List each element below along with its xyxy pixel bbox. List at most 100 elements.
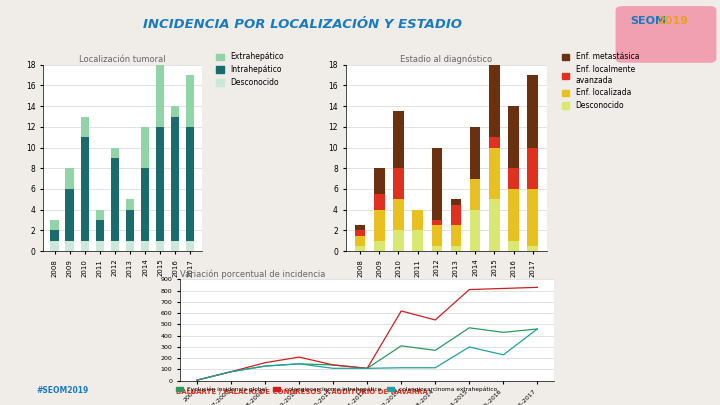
- colangiocarcinoma intrahepático: [397, 309, 405, 313]
- Bar: [171, 117, 179, 241]
- Bar: [156, 127, 164, 241]
- Bar: [451, 246, 462, 251]
- Bar: [355, 236, 365, 246]
- Text: Variación porcentual de incidencia: Variación porcentual de incidencia: [180, 269, 325, 279]
- Bar: [126, 210, 134, 241]
- colangiocarcinoma intrahepático: [533, 285, 541, 290]
- Bar: [126, 241, 134, 251]
- Bar: [96, 241, 104, 251]
- Bar: [528, 75, 538, 147]
- Bar: [66, 168, 73, 189]
- Bar: [528, 147, 538, 189]
- Bar: [470, 179, 480, 210]
- Bar: [431, 220, 442, 225]
- Bar: [66, 241, 73, 251]
- Bar: [141, 241, 149, 251]
- Bar: [470, 210, 480, 251]
- Bar: [50, 241, 59, 251]
- Bar: [156, 65, 164, 127]
- Evolución incidencia global: [533, 326, 541, 331]
- colangiocarcinoma intrahepático: [499, 286, 508, 291]
- Text: BALUARTE / PALACIO DE CONGRESOS Y AUDITORIO DE NAVARRA: BALUARTE / PALACIO DE CONGRESOS Y AUDITO…: [176, 389, 428, 395]
- Bar: [508, 189, 519, 241]
- colangiocarcinoma extrahepático: [431, 365, 440, 370]
- Bar: [171, 106, 179, 117]
- Bar: [66, 189, 73, 241]
- Bar: [111, 158, 119, 241]
- Bar: [355, 225, 365, 230]
- Bar: [431, 246, 442, 251]
- colangiocarcinoma extrahepático: [363, 366, 372, 371]
- Bar: [50, 230, 59, 241]
- Bar: [451, 205, 462, 225]
- Bar: [141, 127, 149, 168]
- Bar: [451, 225, 462, 246]
- colangiocarcinoma extrahepático: [193, 378, 202, 383]
- Bar: [393, 111, 404, 168]
- Evolución incidencia global: [329, 362, 338, 367]
- Bar: [156, 241, 164, 251]
- colangiocarcinoma intrahepático: [294, 355, 303, 360]
- Bar: [489, 65, 500, 137]
- Bar: [393, 230, 404, 251]
- Bar: [126, 199, 134, 210]
- Bar: [489, 137, 500, 147]
- Bar: [489, 147, 500, 199]
- colangiocarcinoma intrahepático: [363, 366, 372, 371]
- Bar: [413, 230, 423, 251]
- Title: Estadio al diagnóstico: Estadio al diagnóstico: [400, 55, 492, 64]
- Bar: [355, 246, 365, 251]
- Evolución incidencia global: [363, 366, 372, 371]
- Bar: [374, 168, 384, 194]
- colangiocarcinoma extrahepático: [499, 352, 508, 357]
- Bar: [374, 210, 384, 241]
- Evolución incidencia global: [499, 330, 508, 335]
- Bar: [186, 241, 194, 251]
- Bar: [489, 199, 500, 251]
- Line: Evolución incidencia global: Evolución incidencia global: [197, 328, 537, 380]
- Text: #SEOM2019: #SEOM2019: [36, 386, 89, 395]
- colangiocarcinoma extrahepático: [329, 366, 338, 371]
- colangiocarcinoma intrahepático: [227, 369, 235, 374]
- Bar: [50, 220, 59, 230]
- colangiocarcinoma extrahepático: [465, 345, 474, 350]
- Bar: [111, 147, 119, 158]
- Bar: [186, 75, 194, 127]
- Bar: [451, 199, 462, 205]
- Bar: [96, 210, 104, 220]
- colangiocarcinoma intrahepático: [431, 318, 440, 322]
- Bar: [171, 241, 179, 251]
- Bar: [355, 230, 365, 236]
- Evolución incidencia global: [261, 364, 269, 369]
- Line: colangiocarcinoma intrahepático: colangiocarcinoma intrahepático: [197, 287, 537, 380]
- Evolución incidencia global: [294, 361, 303, 366]
- Title: Localización tumoral: Localización tumoral: [79, 55, 166, 64]
- Legend: Extrahepático, Intrahepático, Desconocido: Extrahepático, Intrahepático, Desconocid…: [216, 52, 284, 87]
- colangiocarcinoma extrahepático: [533, 326, 541, 331]
- Bar: [431, 225, 442, 246]
- Evolución incidencia global: [397, 343, 405, 348]
- colangiocarcinoma extrahepático: [397, 365, 405, 370]
- Bar: [508, 106, 519, 168]
- Evolución incidencia global: [465, 325, 474, 330]
- Legend: Enf. metastásica, Enf. localmente
avanzada, Enf. localizada, Desconocido: Enf. metastásica, Enf. localmente avanza…: [562, 52, 639, 110]
- Evolución incidencia global: [227, 369, 235, 374]
- Bar: [470, 127, 480, 179]
- colangiocarcinoma intrahepático: [193, 378, 202, 383]
- Bar: [528, 246, 538, 251]
- Bar: [186, 127, 194, 241]
- Bar: [374, 241, 384, 251]
- colangiocarcinoma extrahepático: [261, 364, 269, 369]
- Bar: [81, 241, 89, 251]
- colangiocarcinoma intrahepático: [329, 362, 338, 367]
- Bar: [374, 194, 384, 210]
- Bar: [111, 241, 119, 251]
- Bar: [393, 168, 404, 199]
- Bar: [393, 199, 404, 230]
- Bar: [508, 241, 519, 251]
- Bar: [81, 117, 89, 137]
- Text: INCIDENCIA POR LOCALIZACIÓN Y ESTADIO: INCIDENCIA POR LOCALIZACIÓN Y ESTADIO: [143, 18, 462, 31]
- Line: colangiocarcinoma extrahepático: colangiocarcinoma extrahepático: [197, 329, 537, 380]
- Text: SEOM: SEOM: [630, 16, 666, 26]
- Bar: [431, 147, 442, 220]
